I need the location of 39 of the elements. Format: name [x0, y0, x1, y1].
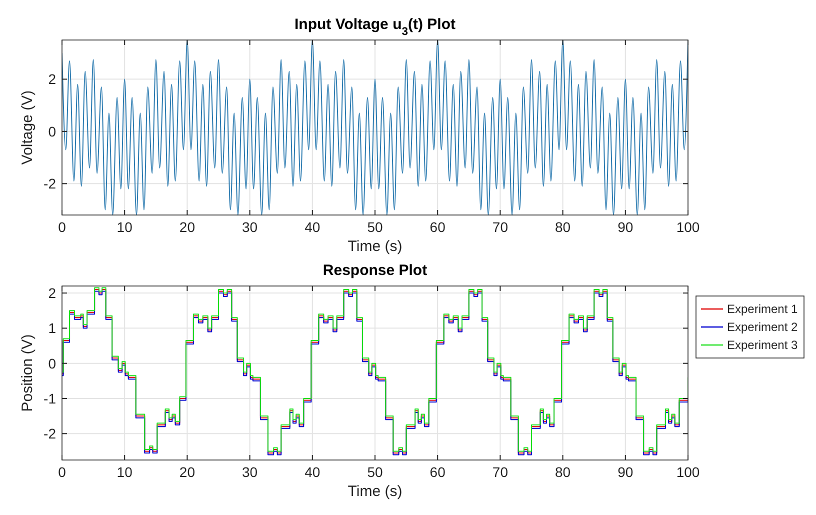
- y-tick-label: 2: [48, 71, 56, 88]
- x-axis-title: Time (s): [348, 238, 402, 255]
- chart-title: Input Voltage u$_{3}$(t) Plot: [294, 16, 456, 38]
- x-tick-label: 100: [676, 219, 700, 235]
- x-tick-label: 60: [430, 464, 446, 480]
- y-tick-label: -2: [44, 176, 56, 192]
- x-tick-label: 20: [179, 464, 196, 480]
- y-tick-label: 0: [48, 355, 56, 372]
- x-tick-label: 20: [179, 219, 196, 235]
- x-tick-label: 90: [618, 219, 634, 235]
- x-tick-label: 70: [492, 464, 508, 480]
- x-tick-label: 10: [116, 464, 133, 480]
- x-axis-title: Time (s): [348, 483, 402, 500]
- x-tick-label: 100: [676, 464, 700, 480]
- legend-label: Experiment 2: [727, 320, 798, 334]
- y-tick-label: -2: [44, 426, 56, 442]
- legend-label: Experiment 3: [727, 338, 798, 352]
- x-tick-label: 40: [304, 464, 320, 480]
- x-tick-label: 80: [555, 219, 571, 235]
- x-tick-label: 30: [242, 219, 258, 235]
- x-tick-label: 50: [367, 219, 383, 235]
- chart-title: Response Plot: [322, 262, 428, 279]
- x-tick-label: 50: [367, 464, 383, 480]
- x-tick-label: 70: [492, 219, 508, 235]
- y-tick-label: -1: [44, 390, 56, 406]
- x-tick-label: 0: [58, 464, 66, 480]
- x-tick-label: 0: [58, 219, 66, 235]
- x-tick-label: 40: [304, 219, 320, 235]
- x-tick-label: 80: [555, 464, 571, 480]
- legend-label: Experiment 1: [727, 302, 798, 316]
- x-tick-label: 60: [430, 219, 446, 235]
- y-tick-label: 2: [48, 285, 56, 302]
- x-tick-label: 90: [618, 464, 634, 480]
- x-tick-label: 10: [116, 219, 133, 235]
- y-axis-title: Position (V): [19, 334, 36, 412]
- y-axis-title: Voltage (V): [19, 90, 36, 165]
- y-tick-label: 1: [48, 320, 56, 336]
- y-tick-label: 0: [48, 123, 56, 140]
- x-tick-label: 30: [242, 464, 258, 480]
